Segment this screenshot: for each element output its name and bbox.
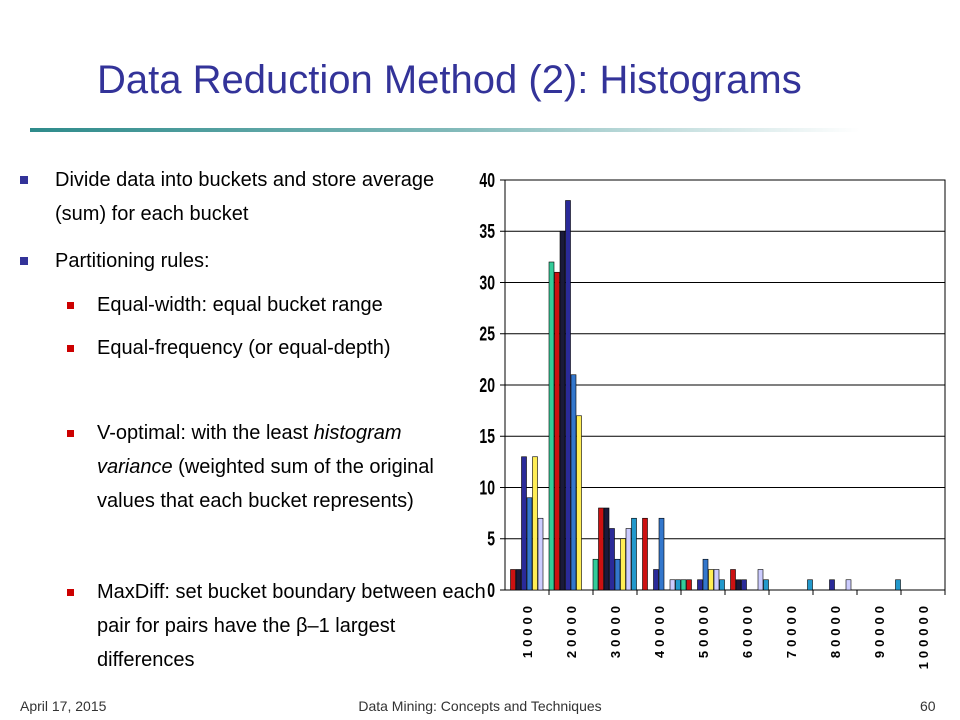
bar [702,558,709,591]
bar [510,569,516,591]
sub-bullet-text: MaxDiff: set bucket boundary between eac… [97,581,486,671]
y-tick-label: 15 [479,425,495,448]
bar [554,271,560,591]
bar [598,507,604,591]
bar [675,579,681,591]
y-tick-label: 40 [479,168,495,191]
x-tick-label: 50000 [696,602,711,658]
sub-bullet-marker [67,430,74,437]
bar [653,569,659,591]
bar [625,528,632,591]
bar [565,200,571,591]
bar [829,579,835,591]
chart: 0 5 10 15 20 25 30 35 40 10000 20000 30000 40000 5000… [479,168,946,669]
bullet-marker [20,176,28,184]
y-tick-label: 5 [487,527,495,550]
bar [697,579,703,591]
bar [537,517,544,591]
bar [642,517,648,591]
y-tick-label: 10 [479,476,495,499]
x-tick-label: 80000 [828,602,843,658]
bar [609,528,615,591]
text: (weighted sum of the original values tha… [97,456,434,512]
bar [669,579,676,591]
sub-bullet-marker [67,345,74,352]
y-tick-label: 25 [479,322,495,345]
sub-bullet-marker [67,302,74,309]
text: V-optimal: with the least [97,422,314,444]
bullet-text: Divide data into buckets and store avera… [55,169,435,225]
bar [548,261,555,591]
x-tick-label: 30000 [608,602,623,658]
x-tick-label: 90000 [872,602,887,658]
x-tick-label: 20000 [564,602,579,658]
bar [631,517,637,591]
bar [559,230,566,591]
title-rule [30,128,860,132]
bar [614,558,621,591]
bar [713,569,720,591]
sub-bullet-marker [67,589,74,596]
x-tick-label: 10000 [520,602,535,658]
bar [807,579,813,591]
footer-title: Data Mining: Concepts and Techniques [358,698,602,714]
bullet-marker [20,257,28,265]
emphasis: histogram variance [97,422,402,478]
x-tick-label: 40000 [652,602,667,658]
bar [845,579,852,591]
bar [570,374,577,591]
y-tick-label: 20 [479,373,495,396]
bar [592,558,599,591]
bar [603,507,610,591]
bar [680,579,687,591]
bullet-text: Partitioning rules: [55,250,210,272]
bar [620,538,626,591]
slide-title: Data Reduction Method (2): Histograms [97,58,802,102]
sub-bullet-text: Equal-width: equal bucket range [97,294,383,316]
bar [515,569,522,591]
bar [741,579,747,591]
footer-page: 60 [920,698,936,714]
bar [686,579,692,591]
footer-date: April 17, 2015 [20,698,107,714]
bar [576,415,582,591]
bar [730,569,736,591]
bar [708,569,714,591]
bar [763,579,769,591]
bar [658,517,665,591]
bar [757,569,764,591]
bar [719,579,725,591]
x-tick-label: 100000 [916,602,931,669]
bar [895,579,901,591]
x-tick-label: 70000 [784,602,799,658]
x-tick-label: 60000 [740,602,755,658]
sub-bullet-text: V-optimal: with the least histogram vari… [97,416,462,518]
bar [735,579,742,591]
y-tick-label: 30 [479,271,495,294]
y-tick-label: 35 [479,220,495,243]
bar [521,456,527,591]
bar [532,456,538,591]
y-tick-label: 0 [487,578,495,601]
sub-bullet-text: Equal-frequency (or equal-depth) [97,337,391,359]
bar [526,497,533,591]
